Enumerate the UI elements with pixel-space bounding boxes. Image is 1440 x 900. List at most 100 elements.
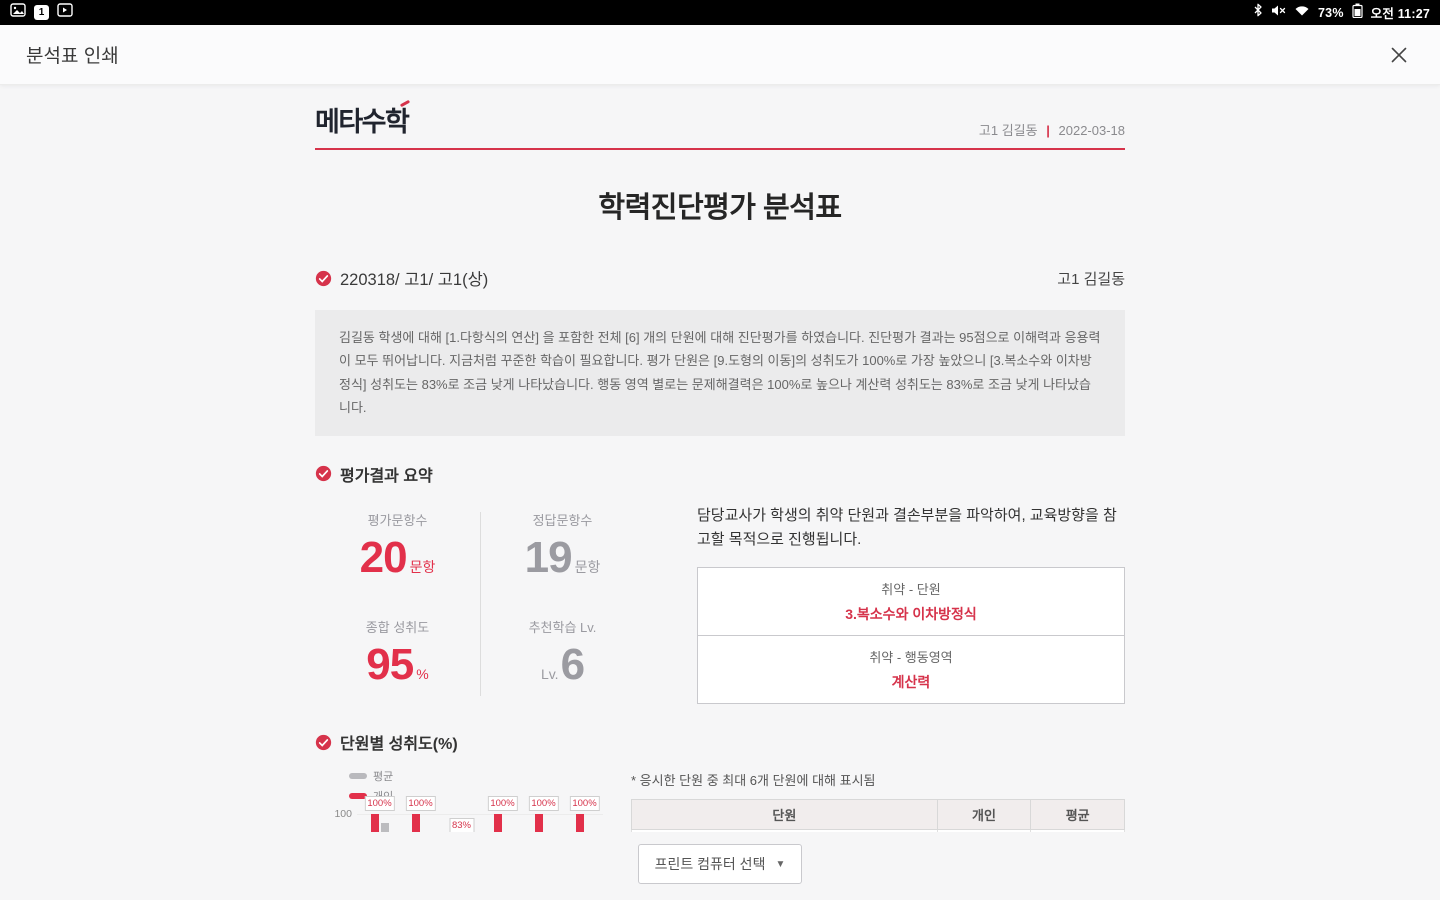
section-summary-title: 평가결과 요약 bbox=[340, 467, 433, 485]
bar-group: 100% bbox=[525, 796, 562, 832]
col-unit: 단원 bbox=[631, 799, 938, 831]
personal-bar bbox=[534, 814, 543, 832]
close-icon bbox=[1388, 47, 1410, 69]
personal-bar bbox=[493, 814, 502, 832]
stat-value: 95 bbox=[366, 639, 414, 689]
stat-overall-achievement: 종합 성취도 95% bbox=[315, 617, 480, 698]
col-personal: 개인 bbox=[936, 799, 1032, 831]
stat-value: 20 bbox=[359, 532, 408, 582]
legend-average-swatch bbox=[349, 773, 367, 780]
dialog-header: 분석표 인쇄 bbox=[0, 25, 1440, 85]
stat-unit: % bbox=[416, 665, 429, 682]
section-units-title: 단원별 성취도(%) bbox=[340, 736, 458, 754]
battery-percent: 73% bbox=[1318, 5, 1344, 20]
check-circle-icon bbox=[315, 465, 332, 482]
notification-badge: 1 bbox=[34, 5, 49, 20]
unit-personal-score: 100% bbox=[936, 829, 1032, 832]
media-icon bbox=[57, 3, 73, 22]
mute-icon bbox=[1271, 4, 1286, 22]
check-circle-icon bbox=[315, 270, 332, 287]
gridline bbox=[357, 814, 603, 816]
header-divider bbox=[315, 148, 1125, 150]
bar-group: 100% bbox=[484, 796, 521, 832]
bar-chart-plot: 100% 100% 83% 100% 100% 100% bbox=[357, 796, 603, 832]
check-circle-icon bbox=[315, 734, 332, 751]
meta-student: 고1 김길동 bbox=[978, 123, 1038, 138]
bluetooth-icon bbox=[1253, 3, 1263, 22]
stat-label: 추천학습 Lv. bbox=[528, 619, 597, 635]
bar-value-label: 83% bbox=[448, 818, 475, 832]
caret-down-icon: ▼ bbox=[775, 858, 786, 870]
unit-table-body: 11.다항식의 연산100%93%22.나머지정리와 인수분해100%64%33… bbox=[631, 829, 1125, 832]
dialog-title: 분석표 인쇄 bbox=[26, 46, 119, 67]
weak-value: 계산력 bbox=[891, 674, 931, 691]
unit-name-cell: 11.다항식의 연산 bbox=[631, 829, 938, 832]
personal-bar bbox=[411, 814, 420, 832]
status-bar: 1 73% 오전 11:27 bbox=[0, 0, 1440, 25]
legend-personal-swatch bbox=[349, 793, 367, 800]
weak-value: 3.복소수와 이차방정식 bbox=[845, 606, 977, 623]
weak-areas-table: 취약 - 단원 3.복소수와 이차방정식 취약 - 행동영역 계산력 bbox=[697, 567, 1125, 705]
unit-bar-chart: 평균 개인 100806040200 100%100%83%100%100%10… bbox=[315, 768, 603, 832]
stat-label: 종합 성취도 bbox=[365, 619, 430, 635]
bar-group: 83% bbox=[443, 814, 480, 832]
table-note: * 응시한 단원 중 최대 6개 단원에 대해 표시됨 bbox=[631, 773, 876, 789]
report-meta: 고1 김길동 | 2022-03-18 bbox=[979, 120, 1125, 139]
stat-value: 19 bbox=[524, 532, 573, 582]
stat-unit: 문항 bbox=[574, 558, 601, 575]
meta-date: 2022-03-18 bbox=[1058, 123, 1126, 138]
app-logo: 메타수학 bbox=[315, 99, 411, 139]
summary-stats: 평가문항수 20 문항 정답문항수 19 문항 종합 성취도 95% bbox=[315, 504, 645, 705]
weak-label: 취약 - 단원 bbox=[881, 582, 941, 598]
personal-bar bbox=[370, 814, 379, 832]
stat-label: 정답문항수 bbox=[532, 512, 593, 528]
stat-label: 평가문항수 bbox=[367, 512, 428, 528]
stat-recommended-level: 추천학습 Lv. Lv.6 bbox=[480, 617, 645, 698]
legend-average: 평균 bbox=[349, 768, 603, 784]
unit-row: 11.다항식의 연산100%93% bbox=[631, 829, 1125, 832]
gallery-icon bbox=[10, 3, 26, 22]
weak-behavior-row: 취약 - 행동영역 계산력 bbox=[698, 635, 1124, 703]
average-bar bbox=[380, 823, 389, 832]
printer-select-label: 프린트 컴퓨터 선택 bbox=[654, 856, 766, 872]
bar-group: 100% bbox=[361, 796, 398, 832]
bar-group: 100% bbox=[402, 796, 439, 832]
report-title: 학력진단평가 분석표 bbox=[598, 192, 842, 224]
exam-info-text: 220318/ 고1/ 고1(상) bbox=[340, 271, 489, 289]
meta-separator: | bbox=[1046, 123, 1050, 138]
exam-info: 220318/ 고1/ 고1(상) bbox=[315, 266, 488, 290]
weak-unit-row: 취약 - 단원 3.복소수와 이차방정식 bbox=[698, 568, 1124, 635]
stats-divider bbox=[480, 511, 481, 697]
footer-bar: 프린트 컴퓨터 선택 ▼ bbox=[0, 832, 1440, 900]
printer-select-button[interactable]: 프린트 컴퓨터 선택 ▼ bbox=[637, 844, 803, 884]
stat-unit: Lv. bbox=[540, 665, 559, 682]
y-tick-label: 100 bbox=[334, 808, 352, 821]
weak-label: 취약 - 행동영역 bbox=[869, 650, 953, 666]
report-preview[interactable]: 메타수학 고1 김길동 | 2022-03-18 학력진단평가 분석표 2203… bbox=[0, 85, 1440, 832]
col-average: 평균 bbox=[1030, 799, 1125, 831]
battery-icon bbox=[1352, 3, 1363, 23]
diagnosis-summary-text: 김길동 학생에 대해 [1.다항식의 연산] 을 포함한 전체 [6] 개의 단… bbox=[339, 330, 1101, 416]
bar-value-label: 100% bbox=[405, 796, 436, 812]
student-name: 고1 김길동 bbox=[1057, 270, 1125, 288]
bar-value-label: 100% bbox=[487, 796, 518, 812]
legend-average-label: 평균 bbox=[373, 771, 394, 784]
wifi-icon bbox=[1294, 4, 1310, 22]
chart-y-axis: 100806040200 bbox=[331, 808, 357, 832]
stat-value: 6 bbox=[560, 639, 586, 689]
report-page: 메타수학 고1 김길동 | 2022-03-18 학력진단평가 분석표 2203… bbox=[315, 85, 1125, 832]
section-units-header: 단원별 성취도(%) bbox=[315, 730, 1125, 754]
section-summary-header: 평가결과 요약 bbox=[315, 462, 1125, 486]
bar-value-label: 100% bbox=[569, 796, 600, 812]
close-button[interactable] bbox=[1384, 40, 1414, 70]
stat-total-questions: 평가문항수 20 문항 bbox=[315, 510, 480, 591]
diagnosis-summary-box: 김길동 학생에 대해 [1.다항식의 연산] 을 포함한 전체 [6] 개의 단… bbox=[315, 310, 1125, 436]
unit-score-table: 단원 개인 평균 11.다항식의 연산100%93%22.나머지정리와 인수분해… bbox=[631, 799, 1125, 832]
bar-group: 100% bbox=[566, 796, 603, 832]
stat-correct-questions: 정답문항수 19 문항 bbox=[480, 510, 645, 591]
unit-table-header-row: 단원 개인 평균 bbox=[631, 799, 1125, 831]
bar-value-label: 100% bbox=[364, 796, 395, 812]
unit-average-score: 93% bbox=[1030, 829, 1125, 832]
personal-bar bbox=[575, 814, 584, 832]
teacher-note: 담당교사가 학생의 취약 단원과 결손부분을 파악하여, 교육방향을 참고할 목… bbox=[697, 506, 1117, 549]
